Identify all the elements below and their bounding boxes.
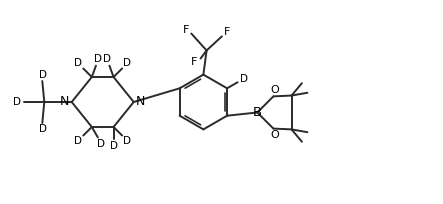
Text: O: O xyxy=(270,130,279,140)
Text: F: F xyxy=(183,24,189,34)
Text: D: D xyxy=(94,54,102,64)
Text: O: O xyxy=(270,85,279,95)
Text: D: D xyxy=(74,58,82,68)
Text: N: N xyxy=(60,95,70,109)
Text: D: D xyxy=(109,141,117,151)
Text: D: D xyxy=(74,136,82,146)
Text: B: B xyxy=(253,106,262,119)
Text: N: N xyxy=(136,95,145,109)
Text: D: D xyxy=(97,139,105,149)
Text: D: D xyxy=(123,136,131,146)
Text: D: D xyxy=(39,124,47,134)
Text: D: D xyxy=(123,58,131,68)
Text: F: F xyxy=(191,57,197,67)
Text: D: D xyxy=(240,74,248,84)
Text: D: D xyxy=(39,70,47,80)
Text: F: F xyxy=(224,27,231,37)
Text: D: D xyxy=(103,54,111,64)
Text: D: D xyxy=(13,97,21,107)
